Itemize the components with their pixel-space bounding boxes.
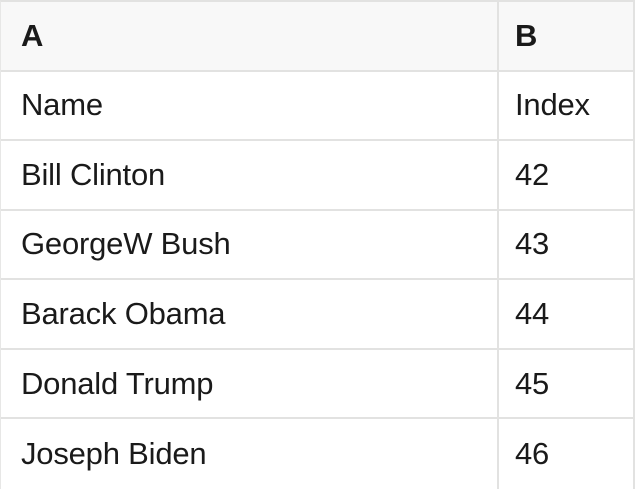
cell-A4[interactable]: Barack Obama <box>1 280 497 350</box>
cell-A5[interactable]: Donald Trump <box>1 349 497 420</box>
cell-B5[interactable]: 45 <box>497 349 633 420</box>
cell-B2[interactable]: 42 <box>497 141 633 211</box>
cell-A6[interactable]: Joseph Biden <box>1 419 497 489</box>
column-header-B[interactable]: B <box>497 2 633 72</box>
cell-A2[interactable]: Bill Clinton <box>1 141 497 211</box>
cell-B6[interactable]: 46 <box>497 419 633 489</box>
column-header-A[interactable]: A <box>1 2 497 72</box>
cell-A1-name-label[interactable]: Name <box>1 71 497 142</box>
cell-A3[interactable]: GeorgeW Bush <box>1 210 497 281</box>
cell-B3[interactable]: 43 <box>497 210 633 281</box>
cell-B1-index-label[interactable]: Index <box>497 71 633 142</box>
cell-B4[interactable]: 44 <box>497 280 633 350</box>
